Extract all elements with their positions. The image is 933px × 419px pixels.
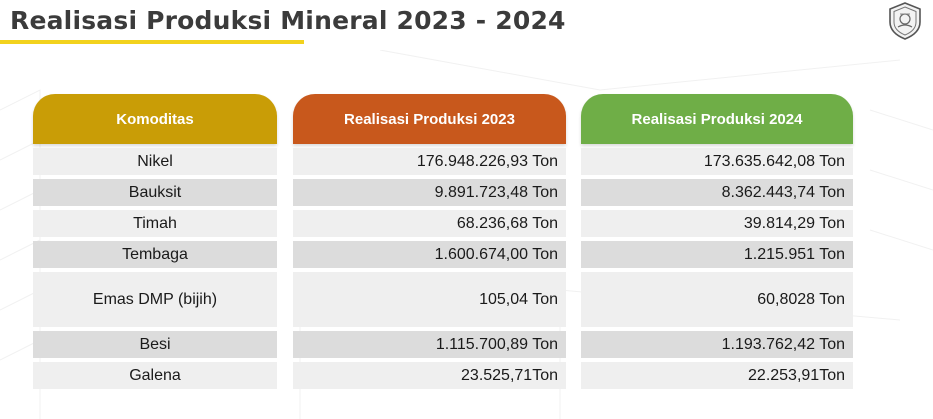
table-cell-2024: 1.215.951 Ton	[581, 241, 853, 268]
produksi-2023-column: Realisasi Produksi 2023 176.948.226,93 T…	[293, 94, 566, 389]
table-cell-2023: 105,04 Ton	[293, 272, 566, 327]
produksi-2024-column: Realisasi Produksi 2024 173.635.642,08 T…	[581, 94, 853, 389]
table-row-komoditas: Timah	[33, 210, 277, 237]
table-row-komoditas: Bauksit	[33, 179, 277, 206]
komoditas-header: Komoditas	[33, 94, 277, 144]
table-cell-2023: 68.236,68 Ton	[293, 210, 566, 237]
table-cell-2023: 1.115.700,89 Ton	[293, 331, 566, 358]
table-cell-2023: 176.948.226,93 Ton	[293, 148, 566, 175]
title-underline	[0, 40, 304, 44]
table-row-komoditas: Galena	[33, 362, 277, 389]
table-cell-2024: 173.635.642,08 Ton	[581, 148, 853, 175]
produksi-2024-header: Realisasi Produksi 2024	[581, 94, 853, 144]
table-cell-2024: 39.814,29 Ton	[581, 210, 853, 237]
table-row-komoditas: Tembaga	[33, 241, 277, 268]
table-row-komoditas: Nikel	[33, 148, 277, 175]
table-cell-2024: 8.362.443,74 Ton	[581, 179, 853, 206]
table-cell-2024: 60,8028 Ton	[581, 272, 853, 327]
table-row-komoditas: Besi	[33, 331, 277, 358]
table-cell-2024: 22.253,91Ton	[581, 362, 853, 389]
produksi-2023-header: Realisasi Produksi 2023	[293, 94, 566, 144]
table-cell-2024: 1.193.762,42 Ton	[581, 331, 853, 358]
table-row-komoditas: Emas DMP (bijih)	[33, 272, 277, 327]
komoditas-column: Komoditas Nikel Bauksit Timah Tembaga Em…	[33, 94, 277, 389]
table-cell-2023: 23.525,71Ton	[293, 362, 566, 389]
table-cell-2023: 1.600.674,00 Ton	[293, 241, 566, 268]
page-title: Realisasi Produksi Mineral 2023 - 2024	[10, 6, 566, 35]
table-cell-2023: 9.891.723,48 Ton	[293, 179, 566, 206]
government-seal-icon	[889, 2, 921, 40]
